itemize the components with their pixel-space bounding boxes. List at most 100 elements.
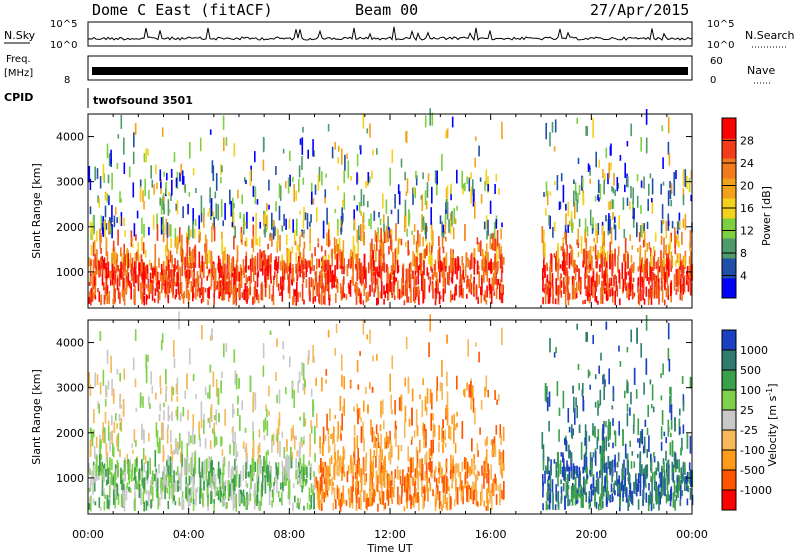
power-echo-streak [383,285,385,295]
power-echo-streak [365,275,367,289]
vel-echo-streak [276,394,278,404]
vel-echo-streak [146,501,148,506]
power-echo-streak [318,166,321,182]
power-echo-streak [562,184,565,203]
vel-echo-streak [109,457,111,475]
vel-echo-streak [178,497,181,506]
power-echo-streak [169,251,172,263]
vel-echo-streak [268,490,271,506]
power-echo-streak [603,250,605,267]
power-echo-streak [377,235,380,243]
vel-echo-streak [450,454,452,472]
power-echo-streak [468,279,471,284]
power-echo-streak [661,289,664,303]
power-echo-streak [256,238,259,246]
vel-echo-streak [343,471,346,477]
vel-echo-streak [449,470,452,479]
power-echo-streak [112,270,114,280]
vel-echo-streak [329,408,331,421]
vel-echo-streak [265,404,267,411]
power-echo-streak [497,260,499,272]
vel-echo-streak [111,458,113,471]
vel-echo-streak [122,399,125,417]
vel-echo-streak [230,468,233,485]
power-echo-streak [422,249,425,266]
vel-echo-streak [170,475,173,489]
vel-echo-streak [220,490,222,497]
power-echo-streak [123,287,126,306]
vel-echo-streak [109,476,112,487]
vel-echo-streak [603,385,605,401]
vel-echo-streak [650,458,653,473]
power-echo-streak [168,191,170,196]
vel-echo-streak [632,424,635,434]
vel-echo-streak [200,418,203,429]
vel-echo-streak [332,481,334,487]
power-echo-streak [367,181,369,186]
vel-echo-streak [437,485,439,494]
power-echo-streak [245,274,247,281]
power-echo-streak [95,230,98,242]
power-echo-streak [428,285,431,293]
power-echo-streak [221,285,223,292]
vel-echo-streak [596,436,599,450]
power-echo-streak [681,287,683,301]
power-echo-streak [139,179,142,189]
vel-echo-streak [448,425,450,439]
power-echo-streak [148,259,151,267]
power-echo-streak [608,213,610,231]
power-echo-streak [408,283,411,289]
vel-echo-streak [588,371,591,376]
power-echo-streak [88,296,91,304]
power-echo-streak [545,262,548,269]
power-echo-streak [336,253,338,270]
power-echo-streak [280,282,282,290]
vel-echo-streak [375,440,378,457]
vel-echo-streak [418,496,420,511]
vel-echo-streak [200,401,203,419]
power-echo-streak [256,252,259,271]
vel-echo-streak [303,467,305,482]
power-echo-streak [357,173,359,183]
power-echo-streak [662,157,664,169]
vel-echo-streak [102,488,105,496]
vel-echo-streak [128,461,130,477]
vel-echo-streak [278,389,281,404]
vel-echo-streak [295,469,297,480]
power-echo-streak [222,115,225,130]
power-echo-streak [451,210,453,227]
power-echo-streak [370,255,373,271]
power-echo-streak [313,150,315,157]
power-echo-streak [553,253,556,258]
vel-echo-streak [679,408,681,416]
power-echo-streak [369,242,372,259]
vel-echo-streak [607,491,610,501]
vel-echo-streak [450,505,452,510]
vel-echo-streak [495,477,497,485]
vel-echo-streak [228,461,230,479]
vel-echo-streak [183,457,186,475]
power-echo-streak [645,286,648,297]
power-echo-streak [624,261,627,270]
power-echo-streak [491,243,493,250]
power-echo-streak [392,252,394,268]
power-echo-streak [583,248,586,264]
vel-echo-streak [298,465,301,472]
power-echo-streak [450,248,452,266]
vel-echo-streak [299,458,302,465]
power-echo-streak [221,243,224,250]
power-echo-streak [582,176,584,188]
power-echo-streak [163,196,165,202]
vel-echo-streak [266,420,269,436]
power-echo-streak [273,275,275,280]
power-echo-streak [673,181,676,196]
power-echo-streak [107,174,110,184]
power-echo-streak [156,224,159,241]
vel-echo-streak [187,495,190,511]
vel-echo-streak [347,488,350,495]
power-echo-streak [214,191,217,199]
vel-echo-streak [554,504,557,511]
vel-echo-streak [147,460,149,479]
vel-echo-streak [148,491,150,501]
power-echo-streak [363,254,366,272]
